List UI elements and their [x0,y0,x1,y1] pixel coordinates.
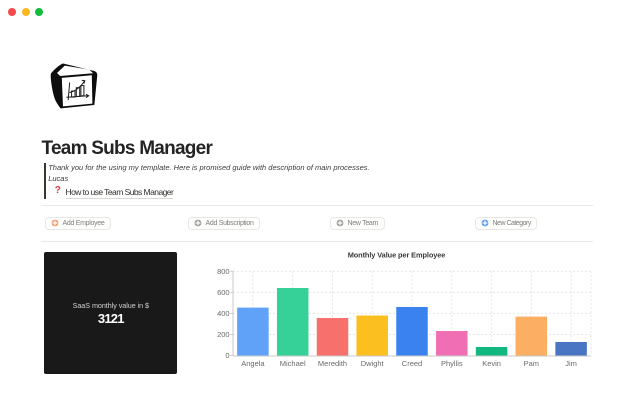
svg-text:Dwight: Dwight [361,359,385,368]
svg-text:Phyllis: Phyllis [441,359,463,368]
svg-text:Michael: Michael [280,359,306,368]
svg-text:0: 0 [225,351,229,360]
svg-text:Meredith: Meredith [318,359,347,368]
svg-text:Pam: Pam [524,359,539,368]
svg-text:Angela: Angela [241,359,265,368]
svg-text:400: 400 [217,309,230,318]
svg-text:800: 800 [217,267,230,276]
svg-text:Kevin: Kevin [482,359,501,368]
svg-text:Creed: Creed [402,359,422,368]
svg-text:600: 600 [217,288,230,297]
svg-text:Monthly Value per Employee: Monthly Value per Employee [348,251,446,260]
svg-text:200: 200 [217,330,230,339]
svg-text:Jim: Jim [565,359,577,368]
